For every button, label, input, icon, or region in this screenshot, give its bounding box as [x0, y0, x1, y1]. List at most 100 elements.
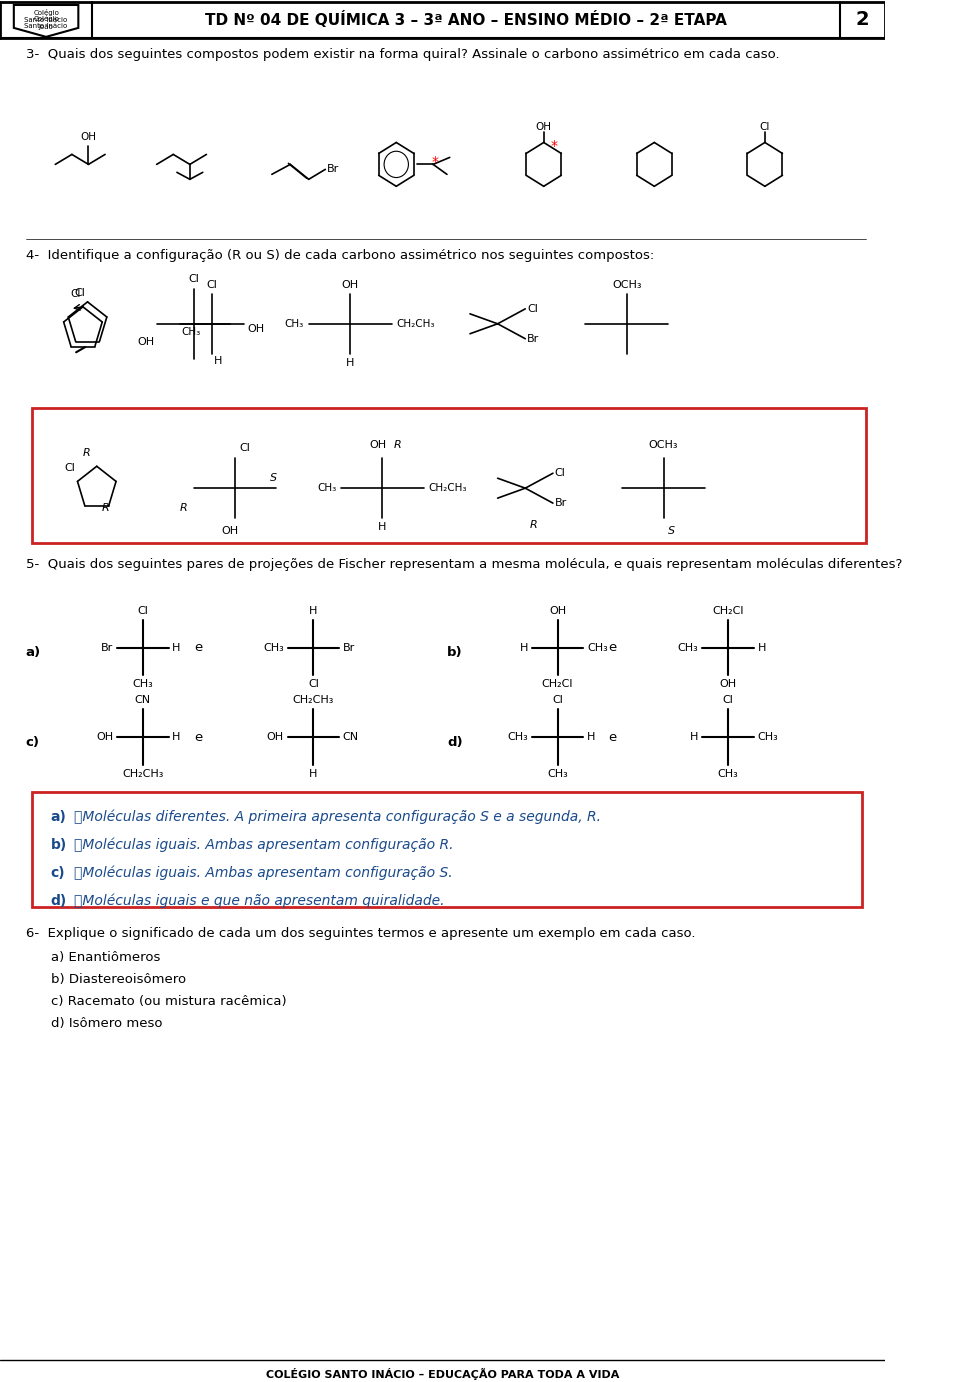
Text: c): c) [51, 865, 65, 880]
Text: CH₃: CH₃ [587, 643, 608, 652]
Text: CH₃: CH₃ [132, 680, 154, 690]
Text: CH₂CH₃: CH₂CH₃ [428, 484, 467, 493]
Text: OH: OH [222, 527, 239, 536]
Text: c) Racemato (ou mistura racêmica): c) Racemato (ou mistura racêmica) [51, 995, 286, 1009]
Text: H: H [519, 643, 528, 652]
Text: OCH₃: OCH₃ [612, 281, 641, 290]
Text: Cl: Cl [308, 680, 319, 690]
Text: Br: Br [101, 643, 113, 652]
Text: Cl: Cl [137, 605, 148, 616]
Text: b): b) [51, 837, 67, 851]
Text: e: e [194, 641, 203, 654]
Text: CH₃: CH₃ [507, 732, 528, 742]
Text: TD Nº 04 DE QUÍMICA 3 – 3ª ANO – ENSINO MÉDIO – 2ª ETAPA: TD Nº 04 DE QUÍMICA 3 – 3ª ANO – ENSINO … [205, 11, 728, 29]
Text: 2: 2 [855, 11, 870, 29]
Text: Cl: Cl [555, 468, 565, 478]
Text: OH: OH [247, 323, 264, 334]
Bar [33, 792, 862, 907]
Text: Cl: Cl [64, 463, 76, 473]
Text: H: H [173, 732, 180, 742]
Text: e: e [194, 731, 203, 744]
Text: OH: OH [719, 680, 736, 690]
Text: e: e [609, 731, 617, 744]
Text: d) Isômero meso: d) Isômero meso [51, 1017, 162, 1030]
Text: Br: Br [527, 333, 540, 344]
Text: CN: CN [134, 695, 151, 705]
Text: e: e [609, 641, 617, 654]
Text: Moléculas iguais e que não apresentam quiralidade.: Moléculas iguais e que não apresentam qu… [74, 894, 444, 908]
Text: CH₃: CH₃ [285, 319, 304, 329]
Text: S: S [668, 527, 675, 536]
Text: Cl: Cl [759, 122, 770, 131]
Text: H: H [378, 522, 387, 532]
Text: H: H [173, 643, 180, 652]
Bar [33, 409, 866, 543]
Text: a): a) [26, 645, 41, 659]
Text: Colégio
Santo Inácio: Colégio Santo Inácio [24, 15, 68, 29]
Text: CH₃: CH₃ [317, 484, 336, 493]
Text: OH: OH [267, 732, 284, 742]
Text: CH₃: CH₃ [718, 770, 738, 779]
Text: S: S [270, 473, 277, 484]
Text: COLÉGIO SANTO INÁCIO – EDUCAÇÃO PARA TODA A VIDA: COLÉGIO SANTO INÁCIO – EDUCAÇÃO PARA TOD… [266, 1368, 619, 1381]
Text: Cl: Cl [723, 695, 733, 705]
Text: d): d) [51, 894, 67, 908]
Text: Cl: Cl [552, 695, 563, 705]
Text: CH₂CH₃: CH₂CH₃ [293, 695, 334, 705]
Text: *: * [431, 155, 439, 170]
Text: Moléculas iguais. Ambas apresentam configuração S.: Moléculas iguais. Ambas apresentam confi… [74, 865, 452, 880]
Text: R: R [394, 441, 401, 451]
Text: a): a) [51, 810, 66, 824]
Text: CH₂CH₃: CH₂CH₃ [122, 770, 163, 779]
Text: H: H [309, 770, 318, 779]
Text: R: R [530, 520, 538, 531]
Text: Moléculas diferentes. A primeira apresenta configuração S e a segunda, R.: Moléculas diferentes. A primeira apresen… [74, 810, 601, 825]
Text: OH: OH [342, 281, 359, 290]
Text: 3-  Quais dos seguintes compostos podem existir na forma quiral? Assinale o carb: 3- Quais dos seguintes compostos podem e… [26, 48, 780, 61]
Text: Cl: Cl [75, 287, 85, 299]
Text: CN: CN [343, 732, 359, 742]
Text: *: * [550, 140, 557, 153]
Text: OH: OH [81, 133, 96, 142]
Text: 4-  Identifique a configuração (R ou S) de cada carbono assimétrico nos seguinte: 4- Identifique a configuração (R ou S) d… [26, 249, 654, 263]
Text: OH: OH [549, 605, 566, 616]
Text: Cl: Cl [206, 281, 217, 290]
Text: OH: OH [96, 732, 113, 742]
Text: Br: Br [555, 498, 567, 509]
Text: CH₃: CH₃ [547, 770, 568, 779]
Text: Colégio
Santo Inácio
João: Colégio Santo Inácio João [24, 10, 68, 30]
Text: Cl: Cl [71, 289, 81, 299]
Text: Cl: Cl [527, 304, 538, 314]
Text: H: H [214, 355, 222, 366]
Text: d): d) [447, 735, 463, 749]
Text: H: H [690, 732, 699, 742]
Text: OH: OH [370, 441, 386, 451]
Text: 5-  Quais dos seguintes pares de projeções de Fischer representam a mesma molécu: 5- Quais dos seguintes pares de projeçõe… [26, 558, 902, 571]
Text: OH: OH [536, 122, 552, 131]
Text: R: R [83, 448, 90, 459]
Text: Br: Br [343, 643, 355, 652]
Text: OH: OH [137, 337, 155, 347]
Text: Br: Br [327, 164, 340, 174]
Text: CH₃: CH₃ [678, 643, 699, 652]
Text: H: H [346, 358, 354, 368]
Text: OCH₃: OCH₃ [649, 441, 679, 451]
Text: CH₂CH₃: CH₂CH₃ [396, 319, 435, 329]
Text: CH₂Cl: CH₂Cl [712, 605, 744, 616]
Text: Moléculas iguais. Ambas apresentam configuração R.: Moléculas iguais. Ambas apresentam confi… [74, 837, 453, 853]
Text: a) Enantiômeros: a) Enantiômeros [51, 951, 160, 965]
Text: CH₃: CH₃ [181, 326, 201, 337]
Text: CH₂Cl: CH₂Cl [541, 680, 573, 690]
Text: H: H [309, 605, 318, 616]
Text: CH₃: CH₃ [263, 643, 284, 652]
Text: H: H [587, 732, 595, 742]
Text: R: R [180, 503, 187, 513]
Text: b) Diastereoisômero: b) Diastereoisômero [51, 973, 186, 987]
Text: Cl: Cl [240, 444, 251, 453]
Text: 6-  Explique o significado de cada um dos seguintes termos e apresente um exempl: 6- Explique o significado de cada um dos… [26, 926, 695, 940]
Text: R: R [102, 503, 109, 513]
Text: Cl: Cl [188, 274, 199, 283]
Text: CH₃: CH₃ [757, 732, 779, 742]
Text: H: H [757, 643, 766, 652]
Text: b): b) [447, 645, 463, 659]
